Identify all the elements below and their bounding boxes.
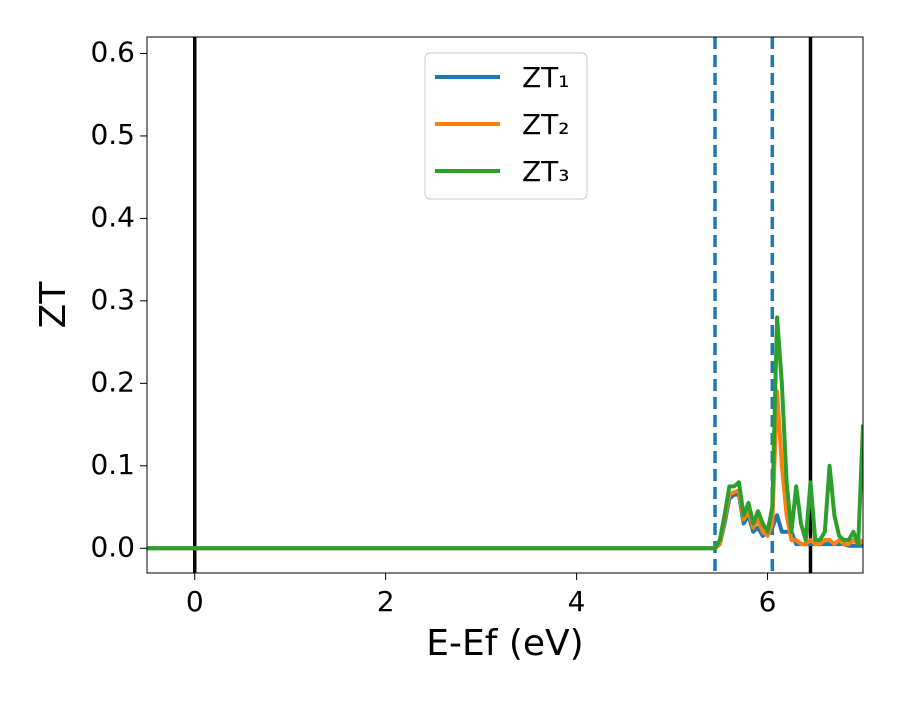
plot-area [147,37,863,573]
x-tick-label: 2 [377,585,395,618]
legend-label: ZT₂ [522,108,570,141]
y-tick-label: 0.5 [90,118,135,151]
series-line [147,315,863,551]
y-axis-label: ZT [33,281,74,329]
legend-box [424,52,588,200]
y-tick-label: 0.3 [90,283,135,316]
y-tick-label: 0.2 [90,365,135,398]
y-tick-label: 0.0 [90,530,135,563]
x-tick-label: 4 [568,585,586,618]
legend-label: ZT₃ [522,155,570,188]
y-tick-label: 0.4 [90,200,135,233]
legend-label: ZT₁ [522,61,570,94]
series-line [147,389,863,551]
x-tick-label: 6 [759,585,777,618]
x-axis-label: E-Ef (eV) [426,623,583,664]
y-tick-label: 0.1 [90,448,135,481]
series-line [147,492,863,551]
y-tick-label: 0.6 [90,35,135,68]
x-tick-label: 0 [186,585,204,618]
plot-frame [146,36,864,574]
